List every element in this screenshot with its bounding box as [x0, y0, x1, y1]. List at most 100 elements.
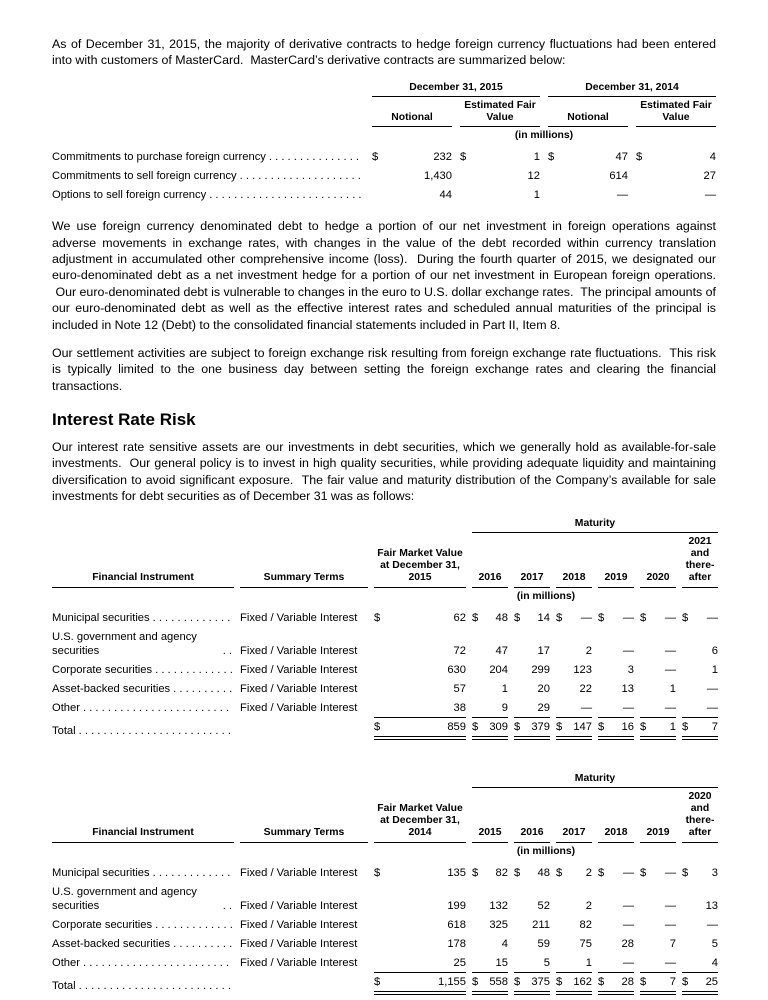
cell-value: 558 — [489, 975, 508, 988]
value-cell: 5 — [514, 953, 550, 972]
total-row: Total$1,155$558$375$162$28$7$25 — [52, 971, 719, 995]
cell-value: 4 — [501, 937, 508, 950]
currency-symbol: $ — [556, 975, 563, 988]
col-year-2021-thereafter: 2021 and there-after — [682, 533, 719, 588]
summary-terms-value: Fixed / Variable Interest — [240, 611, 358, 624]
cell-value: — — [664, 644, 676, 657]
cell-value: 1 — [585, 956, 592, 969]
currency-symbol: $ — [640, 720, 647, 733]
cell-value: 28 — [621, 937, 634, 950]
table-row: Other Fixed / Variable Interest 38 9 29 — — — — — [52, 698, 718, 717]
row-label-text: Municipal securities — [52, 611, 150, 624]
table-row: Municipal securities Fixed / Variable Int… — [52, 608, 718, 627]
value-cell: — — [548, 185, 628, 204]
table-row: Municipal securities Fixed / Variable Int… — [52, 863, 718, 882]
cell-value: 1 — [711, 663, 719, 676]
cell-value: 6 — [711, 644, 719, 657]
maturity-2014-body: Municipal securities Fixed / Variable Int… — [52, 863, 719, 995]
cell-value: — — [622, 611, 634, 624]
value-cell: $62 — [374, 608, 466, 627]
value-cell: 52 — [514, 882, 550, 915]
value-cell: $ — — [598, 863, 634, 882]
cell-value: 859 — [447, 720, 466, 733]
row-label: Corporate securities — [52, 660, 234, 679]
currency-symbol: $ — [514, 720, 521, 733]
row-label-text: Other — [52, 956, 80, 969]
total-value-cell: $859 — [374, 716, 466, 740]
cell-value: 199 — [447, 899, 466, 912]
col-summary-terms: Summary Terms — [240, 788, 368, 843]
cell-value: 13 — [621, 682, 634, 695]
value-cell: $ — — [682, 608, 718, 627]
col-year-2015: 2015 — [472, 788, 508, 843]
value-cell: 132 — [472, 882, 508, 915]
cell-value: 17 — [537, 644, 550, 657]
row-label: Municipal securities — [52, 608, 234, 627]
summary-terms-value: Fixed / Variable Interest — [240, 701, 358, 714]
currency-symbol: $ — [598, 720, 605, 733]
value-cell: — — [640, 882, 676, 915]
value-cell: — — [636, 185, 716, 204]
table-row: Commitments to purchase foreign currency… — [52, 147, 716, 166]
value-cell: $ — — [640, 863, 676, 882]
cell-value: 22 — [579, 682, 592, 695]
total-value-cell: $147 — [556, 716, 592, 740]
cell-value: 1,155 — [438, 975, 466, 988]
total-value-cell: $162 — [556, 971, 592, 995]
total-value-cell: $558 — [472, 971, 508, 995]
dot-leader — [83, 956, 233, 970]
cell-value: 232 — [433, 151, 452, 164]
dot-leader — [79, 724, 233, 738]
cell-value: 147 — [573, 720, 592, 733]
row-label: Asset-backed securities — [52, 934, 234, 953]
total-value-cell: $309 — [472, 716, 508, 740]
currency-symbol: $ — [640, 611, 647, 624]
value-cell: — — [598, 698, 634, 717]
dot-leader — [153, 611, 233, 625]
currency-symbol: $ — [374, 975, 381, 988]
cell-value: 44 — [439, 189, 452, 202]
cell-value: — — [622, 899, 634, 912]
value-cell: 75 — [556, 934, 592, 953]
cell-value: — — [580, 701, 592, 714]
derivatives-table-body: Commitments to purchase foreign currency… — [52, 147, 716, 204]
value-cell: $ — — [556, 608, 592, 627]
value-cell: — — [598, 915, 634, 934]
cell-value: 299 — [531, 663, 550, 676]
col-year-2019: 2019 — [598, 533, 634, 588]
col-year-2020: 2020 — [640, 533, 676, 588]
cell-value: 25 — [453, 956, 466, 969]
maturity-2014-header: Maturity Financial Instrument Summary Te… — [52, 772, 719, 863]
cell-value: — — [580, 611, 592, 624]
maturity-table-2014: Maturity Financial Instrument Summary Te… — [46, 772, 724, 995]
value-cell: 44 — [372, 185, 452, 204]
cell-value: 1 — [669, 682, 676, 695]
value-cell: 72 — [374, 627, 466, 660]
cell-value: 82 — [579, 918, 592, 931]
row-label-text: Options to sell foreign currency — [52, 189, 207, 202]
cell-value: 5 — [543, 956, 550, 969]
row-label: Asset-backed securities — [52, 679, 234, 698]
cell-value: — — [664, 918, 676, 931]
currency-symbol: $ — [374, 611, 381, 624]
cell-value: 13 — [705, 899, 719, 912]
value-cell: 13 — [598, 679, 634, 698]
cell-value: — — [706, 682, 719, 695]
value-cell: 614 — [548, 166, 628, 185]
value-cell: 2 — [556, 882, 592, 915]
currency-symbol: $ — [598, 866, 605, 879]
total-value-cell: $25 — [682, 971, 719, 995]
derivatives-table-header: December 31, 2015 December 31, 2014 Noti… — [52, 81, 716, 148]
cell-value: 1,430 — [424, 170, 452, 183]
cell-value: — — [704, 189, 716, 202]
row-label: Total — [52, 972, 234, 995]
cell-value: 7 — [669, 937, 676, 950]
cell-value: 2 — [585, 866, 592, 879]
units-note: (in millions) — [516, 845, 576, 857]
value-cell: 27 — [636, 166, 716, 185]
cell-value: 57 — [453, 682, 466, 695]
dot-leader — [240, 169, 363, 183]
maturity-group-header: Maturity — [472, 772, 719, 788]
row-label-text: Total — [52, 724, 76, 737]
currency-symbol: $ — [682, 866, 689, 879]
